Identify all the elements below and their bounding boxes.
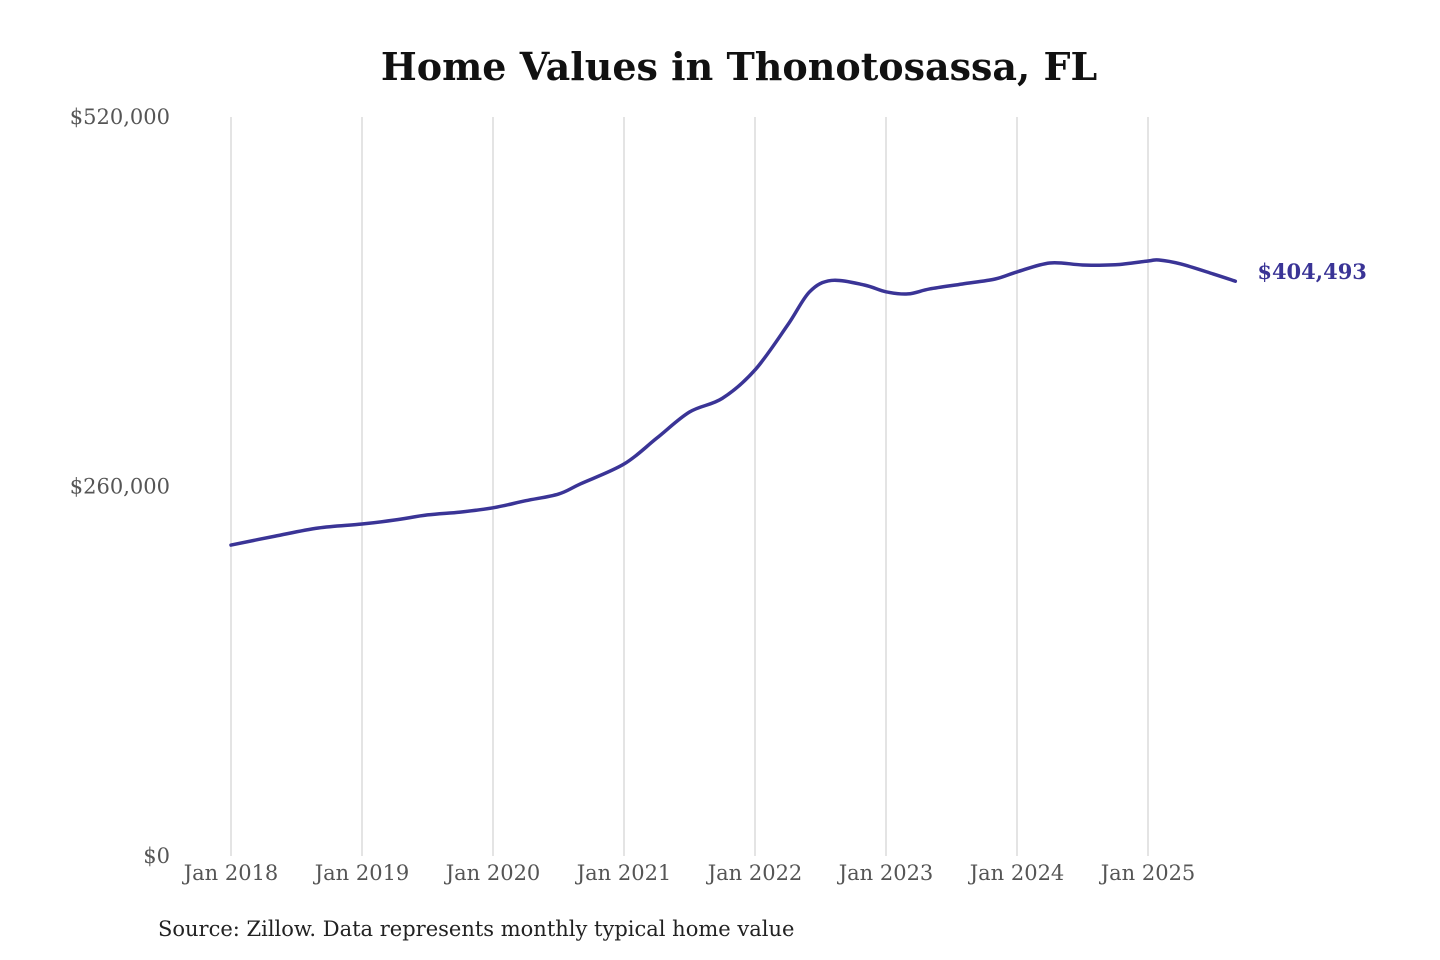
y-tick-label: $0 [143, 844, 170, 868]
x-tick-label: Jan 2022 [706, 861, 803, 885]
x-tick-label: Jan 2020 [444, 861, 541, 885]
y-tick-label: $520,000 [70, 105, 170, 129]
x-tick-label: Jan 2019 [313, 861, 410, 885]
source-note: Source: Zillow. Data represents monthly … [158, 917, 795, 941]
x-tick-label: Jan 2024 [968, 861, 1065, 885]
x-tick-label: Jan 2025 [1099, 861, 1196, 885]
home-value-line [229, 258, 1238, 547]
x-tick-label: Jan 2021 [575, 861, 672, 885]
x-tick-label: Jan 2018 [182, 861, 279, 885]
y-tick-label: $260,000 [70, 475, 170, 499]
end-value-label: $404,493 [1257, 259, 1367, 284]
x-tick-label: Jan 2023 [837, 861, 934, 885]
chart-title: Home Values in Thonotosassa, FL [380, 44, 1098, 89]
